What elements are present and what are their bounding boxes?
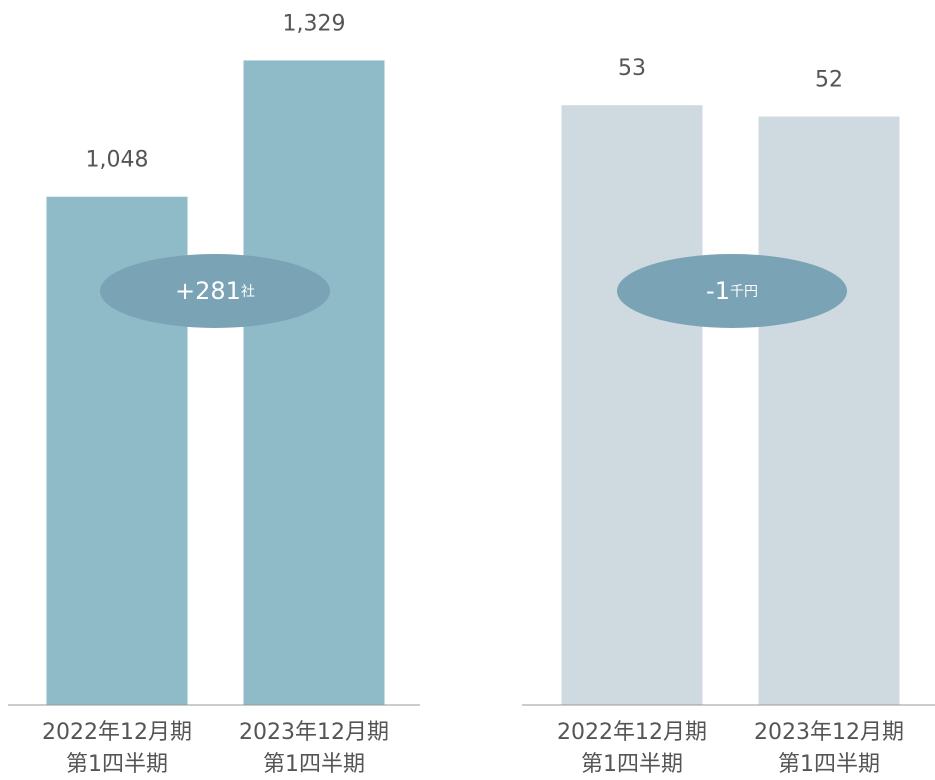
annotation: -1千円: [706, 277, 758, 305]
value-label: 53: [618, 56, 646, 81]
x-tick-label: 第1四半期: [778, 752, 880, 777]
x-tick-label: 2023年12月期: [239, 720, 389, 745]
x-tick-label: 第1四半期: [263, 752, 365, 777]
annotation: +281社: [175, 277, 255, 305]
x-tick-label: 第1四半期: [581, 752, 683, 777]
annotation-value: -1: [706, 277, 730, 305]
bar: [561, 105, 703, 705]
value-label: 1,329: [283, 11, 346, 36]
value-label: 1,048: [86, 148, 149, 173]
x-tick-label: 第1四半期: [66, 752, 168, 777]
x-tick-label: 2023年12月期: [754, 720, 904, 745]
bar: [758, 116, 900, 706]
annotation-bubble: [100, 254, 330, 328]
value-label: 52: [815, 68, 843, 93]
annotation-value: +281: [175, 277, 241, 305]
x-tick-label: 2022年12月期: [557, 720, 707, 745]
annotation-unit: 千円: [730, 284, 758, 300]
x-tick-label: 2022年12月期: [42, 720, 192, 745]
annotation-unit: 社: [241, 284, 255, 300]
bar: [243, 60, 385, 706]
annotation-bubble: [617, 254, 847, 328]
